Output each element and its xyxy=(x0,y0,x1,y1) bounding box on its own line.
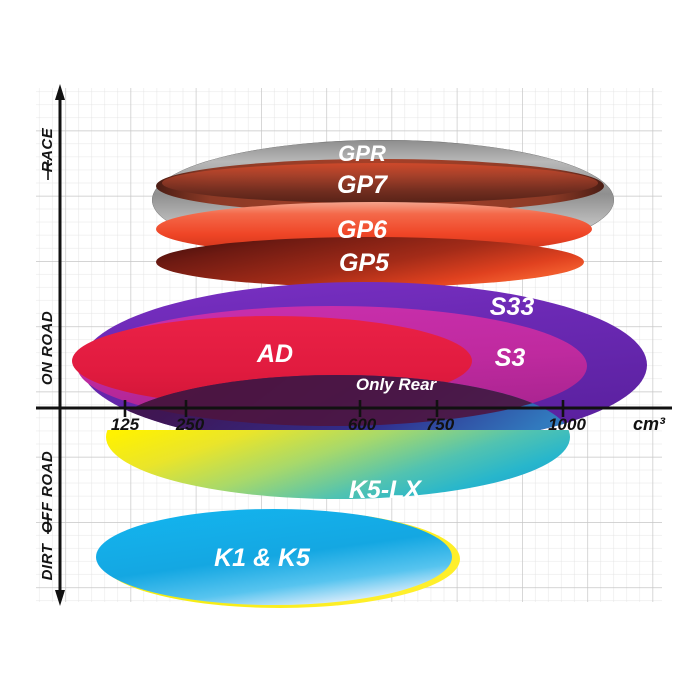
x-tick-label-125: 125 xyxy=(111,415,140,434)
y-band-dirt: DIRT xyxy=(39,514,56,580)
y-axis-arrow-up xyxy=(55,84,65,100)
blob-gp7[interactable] xyxy=(156,159,604,213)
blob-label-s33: S33 xyxy=(490,293,535,321)
blob-label-gp6: GP6 xyxy=(337,216,388,244)
y-band-race: RACE xyxy=(39,127,56,180)
x-tick-label-250: 250 xyxy=(175,415,205,434)
x-axis-unit-label: cm³ xyxy=(633,414,666,434)
x-tick-label-600: 600 xyxy=(348,415,377,434)
blob-label-ad: AD xyxy=(256,340,293,368)
x-tick-label-750: 750 xyxy=(426,415,455,434)
blob-k1-k5[interactable] xyxy=(96,509,460,608)
blob-label-gp5: GP5 xyxy=(339,249,390,277)
x-tick-label-1000: 1000 xyxy=(548,415,586,434)
blob-label-k5lx: K5-LX xyxy=(349,476,423,504)
y-band-label-dirt: DIRT xyxy=(39,542,56,580)
y-band-label-on-road: ON ROAD xyxy=(39,311,56,385)
blob-label-gp7: GP7 xyxy=(337,171,388,199)
blob-label-k1-k5: K1 & K5 xyxy=(214,544,311,572)
y-band-label-race: RACE xyxy=(39,127,56,172)
y-band-on-road: ON ROAD xyxy=(39,311,56,385)
annotation-only-rear: Only Rear xyxy=(356,375,438,394)
blob-label-s3: S3 xyxy=(495,344,526,372)
y-band-off-road: OFF ROAD xyxy=(39,451,56,533)
blob-gp5[interactable] xyxy=(156,237,584,287)
y-band-label-off-road: OFF ROAD xyxy=(39,451,56,533)
y-axis-arrow-down xyxy=(55,590,65,606)
blob-label-gpr: GPR xyxy=(338,141,386,166)
